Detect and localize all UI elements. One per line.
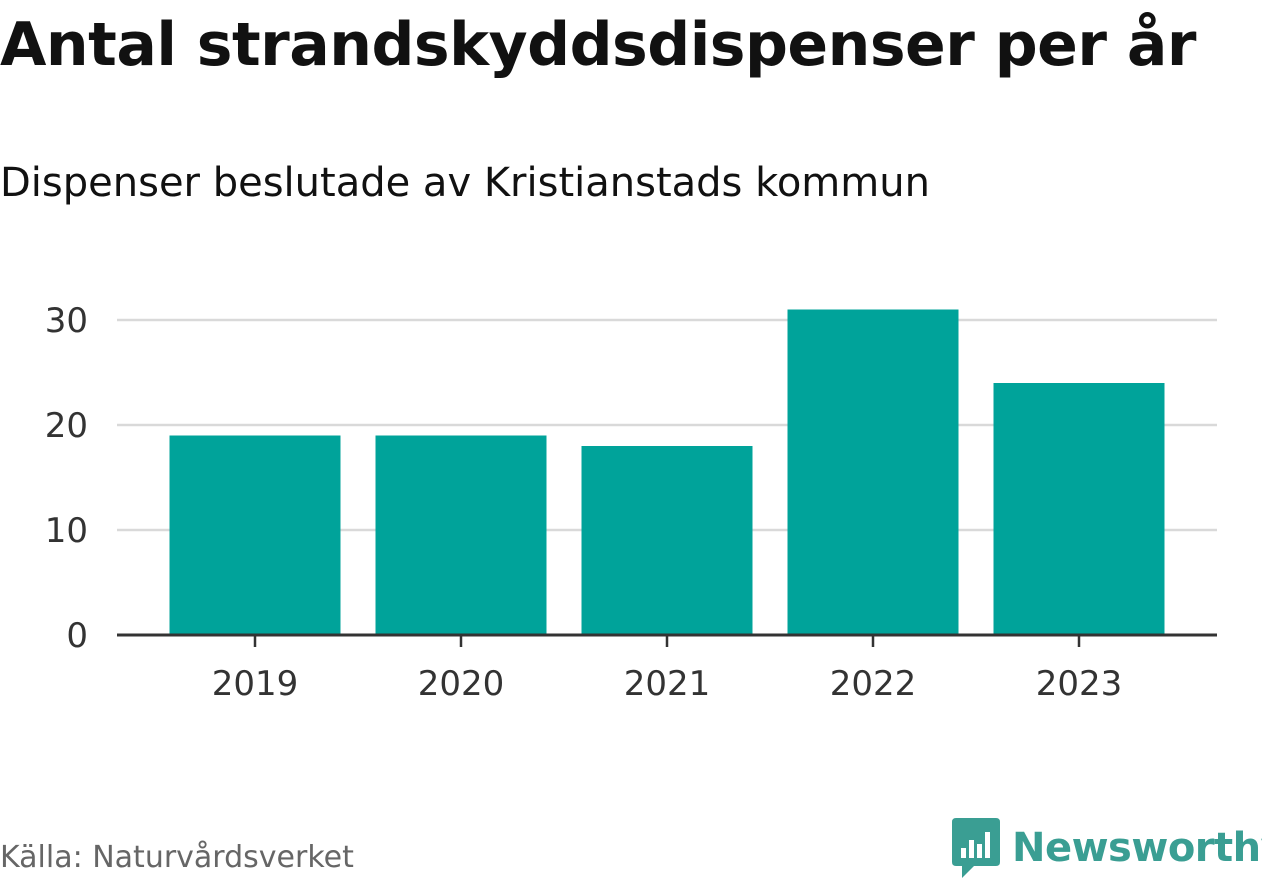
bars bbox=[169, 309, 1165, 635]
x-tick-label: 2022 bbox=[830, 664, 917, 704]
y-tick-label: 0 bbox=[66, 616, 88, 656]
bar-2019 bbox=[169, 435, 341, 635]
tick-labels: 0 10 20 30 2019 2020 2021 2022 2023 bbox=[45, 301, 1123, 704]
source-note: Källa: Naturvårdsverket bbox=[0, 840, 354, 875]
x-tick-label: 2019 bbox=[212, 664, 299, 704]
x-tick-label: 2021 bbox=[624, 664, 711, 704]
brand-name: Newsworthy bbox=[1012, 825, 1262, 871]
x-axis bbox=[117, 633, 1217, 647]
bar-2021 bbox=[581, 446, 753, 635]
x-tick-label: 2023 bbox=[1036, 664, 1123, 704]
bar-chart-speech-bubble-icon bbox=[952, 818, 1000, 878]
chart-title: Antal strandskyddsdispenser per år bbox=[0, 10, 1196, 80]
y-tick-label: 20 bbox=[45, 406, 88, 446]
bar-2022 bbox=[787, 309, 959, 635]
x-tick-label: 2020 bbox=[418, 664, 505, 704]
bar-2023 bbox=[993, 383, 1165, 635]
y-tick-label: 10 bbox=[45, 511, 88, 551]
chart-subtitle: Dispenser beslutade av Kristianstads kom… bbox=[0, 160, 930, 206]
bar-2020 bbox=[375, 435, 547, 635]
y-tick-label: 30 bbox=[45, 301, 88, 341]
brand-logo: Newsworthy bbox=[952, 818, 1262, 878]
